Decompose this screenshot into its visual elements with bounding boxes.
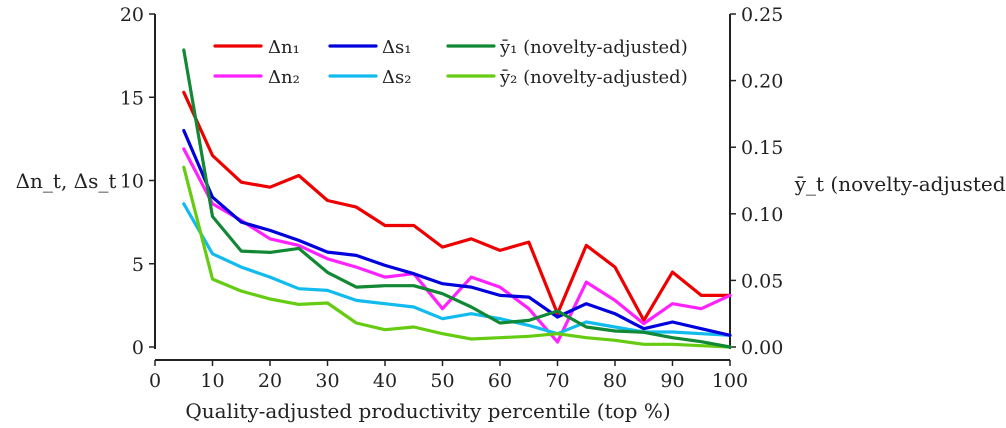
y-axis-label-left: Δn_t, Δs_t [16, 169, 117, 193]
x-tick-label: 40 [373, 370, 397, 392]
x-axis-label: Quality-adjusted productivity percentile… [185, 399, 670, 423]
y-tick-label-right: 0.10 [741, 204, 783, 226]
y-tick-label-left: 15 [120, 87, 144, 109]
series-line-3 [182, 128, 732, 337]
legend-label-6: ȳ₂ (novelty-adjusted) [499, 67, 688, 88]
legend: Δn₁ Δn₂ Δs₁ Δs₂ ȳ₁ (novelty-adjusted) ȳ₂ (nov… [213, 37, 688, 88]
legend-label-4: Δs₂ [382, 67, 411, 88]
series-line-5 [182, 48, 732, 349]
legend-label-1: Δn₁ [268, 37, 300, 58]
series-line-1 [182, 90, 732, 322]
x-tick-label: 60 [488, 370, 512, 392]
x-tick-label: 30 [315, 370, 339, 392]
x-tick-label: 20 [258, 370, 282, 392]
series-line-2 [182, 147, 732, 344]
x-tick-label: 100 [712, 370, 748, 392]
series-layer [182, 48, 732, 349]
y-tick-label-right: 0.00 [741, 337, 783, 359]
y-tick-label-left: 20 [120, 4, 144, 26]
x-tick-label: 10 [200, 370, 224, 392]
y-tick-label-left: 10 [120, 171, 144, 193]
series-line-6 [182, 165, 732, 349]
x-tick-label: 90 [660, 370, 684, 392]
x-tick-label: 0 [149, 370, 161, 392]
y-tick-label-left: 0 [132, 337, 144, 359]
y-tick-label-right: 0.15 [741, 137, 783, 159]
axes: 0 10 20 30 40 50 60 70 80 90 100 0 5 10 15 20 0.00 0.05 0.… [120, 4, 784, 392]
y-tick-label-right: 0.25 [741, 4, 783, 26]
x-tick-label: 80 [603, 370, 627, 392]
legend-label-2: Δn₂ [268, 67, 300, 88]
y-tick-label-right: 0.20 [741, 71, 783, 93]
x-tick-label: 70 [545, 370, 569, 392]
legend-label-5: ȳ₁ (novelty-adjusted) [499, 37, 688, 58]
x-tick-label: 50 [430, 370, 454, 392]
y-tick-label-right: 0.05 [741, 270, 783, 292]
y-axis-label-right: ȳ_t (novelty-adjusted) [794, 172, 1006, 196]
y-tick-label-left: 5 [132, 254, 144, 276]
legend-label-3: Δs₁ [382, 37, 411, 58]
